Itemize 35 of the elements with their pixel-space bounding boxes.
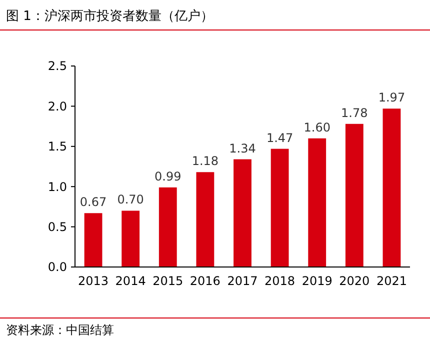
bar	[234, 159, 252, 267]
y-tick-label: 1.5	[48, 140, 67, 154]
y-tick-label: 2.5	[48, 59, 67, 74]
chart-title: 图 1：沪深两市投资者数量（亿户）	[6, 8, 214, 24]
data-label: 1.97	[378, 90, 406, 105]
x-tick-label: 2018	[264, 274, 296, 288]
data-label: 1.18	[192, 154, 219, 168]
x-tick-label: 2021	[376, 274, 407, 288]
x-tick-label: 2016	[190, 274, 220, 288]
data-label: 0.67	[80, 195, 107, 210]
x-tick-label: 2020	[339, 274, 370, 288]
x-tick-label: 2014	[115, 274, 146, 288]
y-tick-label: 1.0	[48, 180, 67, 194]
data-label: 1.34	[229, 141, 256, 156]
bar	[345, 124, 364, 267]
data-label: 1.60	[304, 120, 330, 134]
y-tick-label: 2.0	[48, 99, 67, 114]
bar	[122, 210, 140, 267]
bar	[196, 172, 214, 267]
x-tick-label: 2015	[152, 274, 184, 288]
data-label: 0.99	[154, 169, 182, 184]
x-tick-label: 2019	[302, 274, 332, 288]
bar	[270, 148, 289, 267]
data-label: 1.47	[266, 130, 294, 145]
bar	[382, 108, 401, 267]
text: 资料来源：中国结算	[6, 323, 114, 337]
bar	[84, 213, 102, 267]
x-tick-label: 2013	[78, 274, 109, 288]
y-tick-label: 0.0	[48, 260, 67, 274]
bar	[158, 187, 177, 267]
data-label: 0.70	[117, 192, 144, 207]
bar	[308, 138, 326, 267]
x-tick-label: 2017	[227, 274, 258, 288]
y-tick-label: 0.5	[48, 220, 67, 234]
data-label: 1.78	[341, 106, 368, 120]
